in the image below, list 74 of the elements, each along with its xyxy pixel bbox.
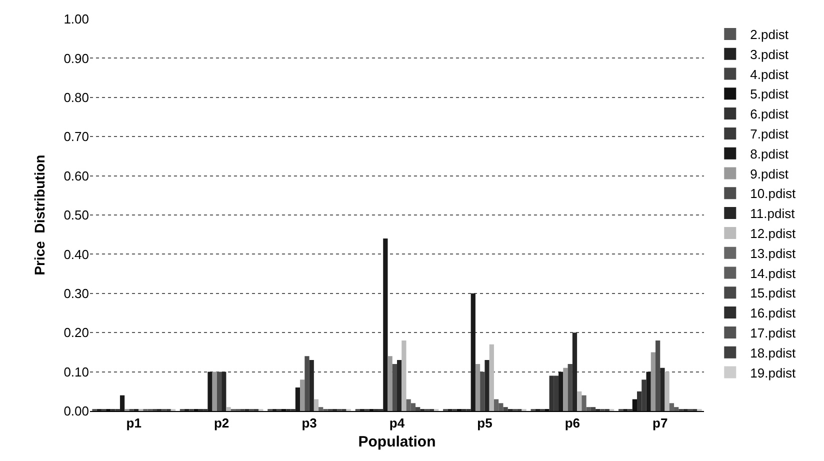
- legend-label: 5.pdist: [750, 86, 789, 102]
- legend-label: 2.pdist: [750, 27, 789, 42]
- bar: [300, 380, 305, 411]
- bar: [558, 372, 564, 411]
- bar: [572, 332, 578, 411]
- legend-label: 3.pdist: [750, 46, 789, 62]
- y-tick-label: 0.60: [64, 168, 89, 184]
- bar: [632, 399, 637, 411]
- bar: [208, 372, 212, 411]
- bar: [494, 399, 499, 411]
- y-tick-label: 0.00: [64, 404, 89, 419]
- legend-label: 14.pdist: [750, 266, 796, 281]
- x-tick-label: p6: [564, 416, 580, 431]
- x-tick-label: p7: [652, 416, 668, 431]
- legend-label: 4.pdist: [750, 66, 789, 82]
- bar: [568, 364, 572, 411]
- bar: [646, 372, 651, 411]
- y-tick-label: 0.30: [64, 286, 89, 301]
- bar: [590, 407, 596, 411]
- bar: [397, 360, 402, 411]
- y-tick-label: 0.70: [64, 129, 89, 144]
- legend-label: 6.pdist: [750, 106, 789, 122]
- x-axis-title: Population: [358, 434, 436, 451]
- bar: [309, 360, 314, 411]
- legend-label: 11.pdist: [750, 206, 796, 222]
- bar: [383, 238, 388, 411]
- legend-label: 8.pdist: [750, 146, 789, 162]
- legend-label: 9.pdist: [750, 166, 789, 182]
- bar: [388, 356, 392, 411]
- legend-label: 13.pdist: [750, 246, 796, 261]
- x-tick-label: p5: [477, 416, 492, 431]
- bar: [470, 293, 476, 411]
- y-tick-label: 1.00: [64, 12, 89, 27]
- bar: [660, 368, 665, 411]
- bar: [489, 344, 494, 411]
- bar: [563, 368, 568, 411]
- legend-label: 7.pdist: [750, 126, 789, 142]
- y-axis-title: Price Distribution: [31, 154, 48, 276]
- bar: [664, 372, 670, 411]
- y-tick-label: 0.90: [64, 50, 89, 66]
- x-tick-label: p2: [214, 416, 230, 431]
- bar: [402, 340, 406, 411]
- y-tick-label: 0.80: [64, 90, 89, 105]
- bar: [484, 360, 490, 411]
- x-tick-label: p4: [389, 416, 406, 431]
- legend-label: 18.pdist: [750, 345, 796, 360]
- legend-label: 17.pdist: [750, 326, 796, 341]
- legend-label: 15.pdist: [750, 286, 796, 301]
- bar: [650, 352, 656, 411]
- bar: [410, 403, 416, 411]
- legend-label: 19.pdist: [750, 365, 796, 380]
- y-tick-label: 0.10: [64, 364, 89, 380]
- bar: [669, 403, 674, 411]
- legend-label: 16.pdist: [750, 306, 796, 321]
- bar: [416, 407, 420, 411]
- bar: [392, 364, 397, 411]
- bar: [120, 395, 125, 411]
- y-tick-label: 0.40: [64, 246, 89, 262]
- bar: [226, 407, 231, 411]
- bar: [554, 376, 559, 411]
- x-tick-label: p1: [126, 416, 142, 431]
- bar: [295, 387, 300, 411]
- y-tick-label: 0.20: [64, 325, 89, 340]
- bar: [577, 391, 582, 411]
- bar: [222, 372, 226, 411]
- x-tick-label: p3: [302, 416, 317, 431]
- bar: [656, 340, 660, 411]
- y-tick-label: 0.50: [64, 208, 89, 223]
- bar: [475, 364, 480, 411]
- bar: [212, 372, 217, 411]
- legend-label: 12.pdist: [750, 226, 796, 242]
- bar: [314, 399, 319, 411]
- legend-label: 10.pdist: [750, 186, 796, 202]
- bar: [503, 407, 508, 411]
